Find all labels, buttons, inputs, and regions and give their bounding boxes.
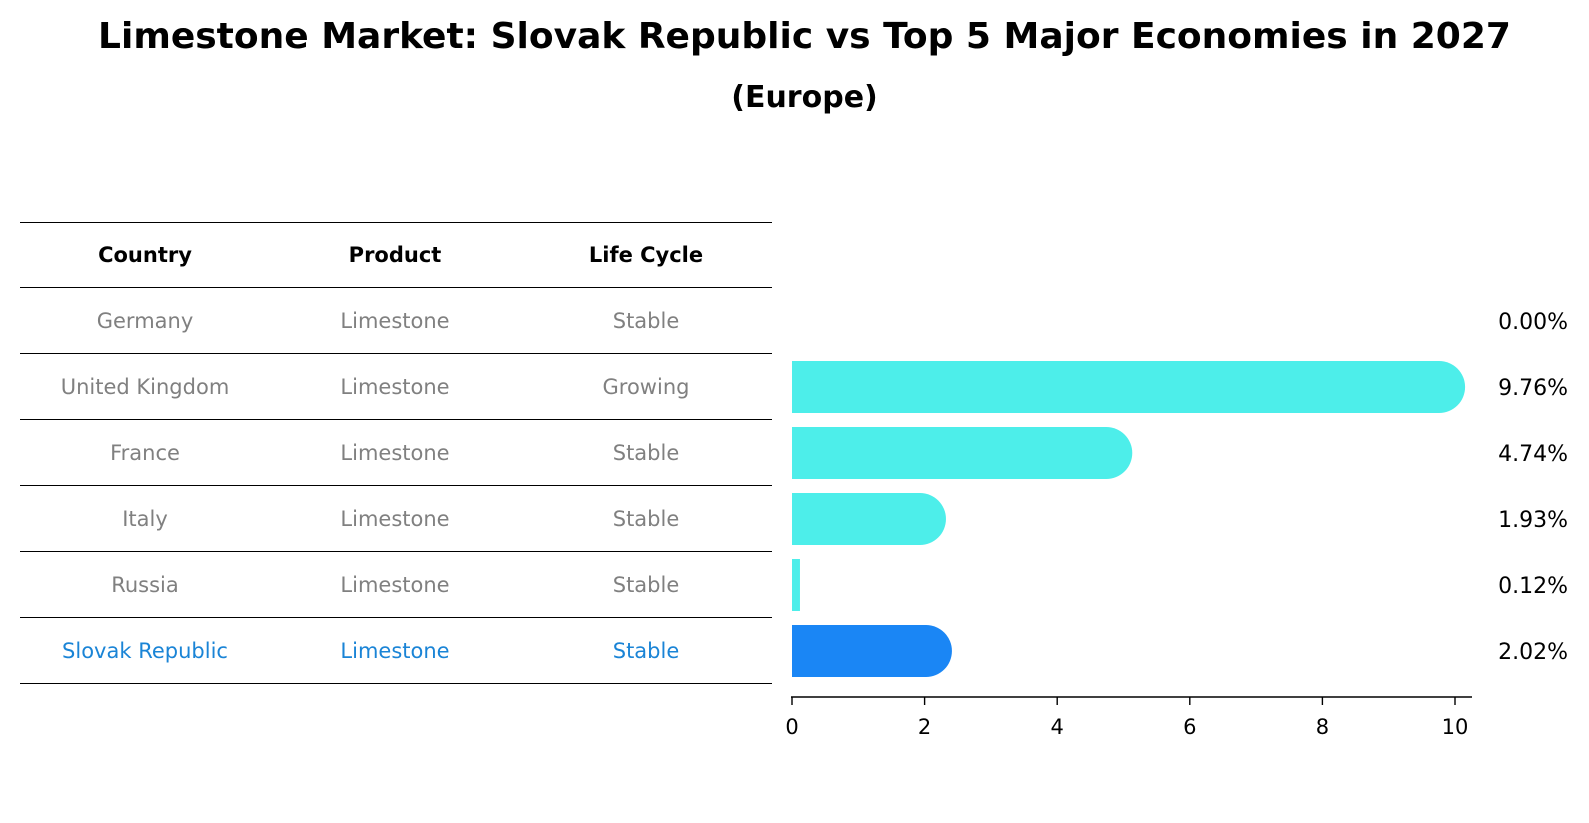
table-row: United Kingdom Limestone Growing: [20, 354, 772, 420]
x-tick-label: 4: [1051, 715, 1064, 739]
header-life-cycle: Life Cycle: [588, 243, 704, 267]
header-country: Country: [98, 243, 192, 267]
cell-product: Limestone: [340, 506, 450, 531]
cell-life-cycle: Stable: [612, 572, 680, 597]
bar-russia: [792, 559, 800, 611]
table-row: Germany Limestone Stable: [20, 288, 772, 354]
cell-product: Limestone: [340, 308, 450, 333]
table-row-highlighted: Slovak Republic Limestone Stable: [20, 618, 772, 684]
cell-country: Germany: [96, 308, 194, 333]
chart-subtitle: (Europe): [731, 80, 878, 115]
cell-country: Russia: [111, 572, 179, 597]
data-table: Country Product Life Cycle Germany Limes…: [20, 222, 772, 684]
value-label: 2.02%: [1498, 640, 1568, 665]
x-tick-label: 10: [1442, 715, 1469, 739]
cell-country: United Kingdom: [60, 374, 230, 399]
value-label: 0.00%: [1498, 310, 1568, 335]
x-tick-label: 0: [785, 715, 798, 739]
chart-title: Limestone Market: Slovak Republic vs Top…: [98, 16, 1511, 57]
cell-country: Italy: [122, 506, 168, 531]
cell-life-cycle: Stable: [612, 308, 680, 333]
cell-product: Limestone: [340, 572, 450, 597]
table-row: Russia Limestone Stable: [20, 552, 772, 618]
value-label: 0.12%: [1498, 574, 1568, 599]
x-tick-label: 6: [1183, 715, 1196, 739]
bar-united-kingdom: [792, 361, 1466, 413]
value-label: 9.76%: [1498, 376, 1568, 401]
table-header-row: Country Product Life Cycle: [20, 222, 772, 288]
cell-product: Limestone: [340, 374, 450, 399]
cell-life-cycle: Growing: [602, 374, 690, 399]
x-tick-label: 8: [1316, 715, 1329, 739]
cell-product: Limestone: [340, 440, 450, 465]
cell-life-cycle: Stable: [612, 440, 680, 465]
cell-product: Limestone: [340, 638, 450, 663]
cell-life-cycle: Stable: [612, 506, 680, 531]
cell-country: France: [110, 440, 180, 465]
bar-france: [792, 427, 1133, 479]
cell-country: Slovak Republic: [62, 638, 228, 663]
cell-life-cycle: Stable: [612, 638, 680, 663]
value-label: 4.74%: [1498, 442, 1568, 467]
x-tick-label: 2: [918, 715, 931, 739]
table-row: France Limestone Stable: [20, 420, 772, 486]
value-label: 1.93%: [1498, 508, 1568, 533]
bar-italy: [792, 493, 946, 545]
bar-slovak-republic: [792, 625, 952, 677]
table-row: Italy Limestone Stable: [20, 486, 772, 552]
header-product: Product: [348, 243, 442, 267]
